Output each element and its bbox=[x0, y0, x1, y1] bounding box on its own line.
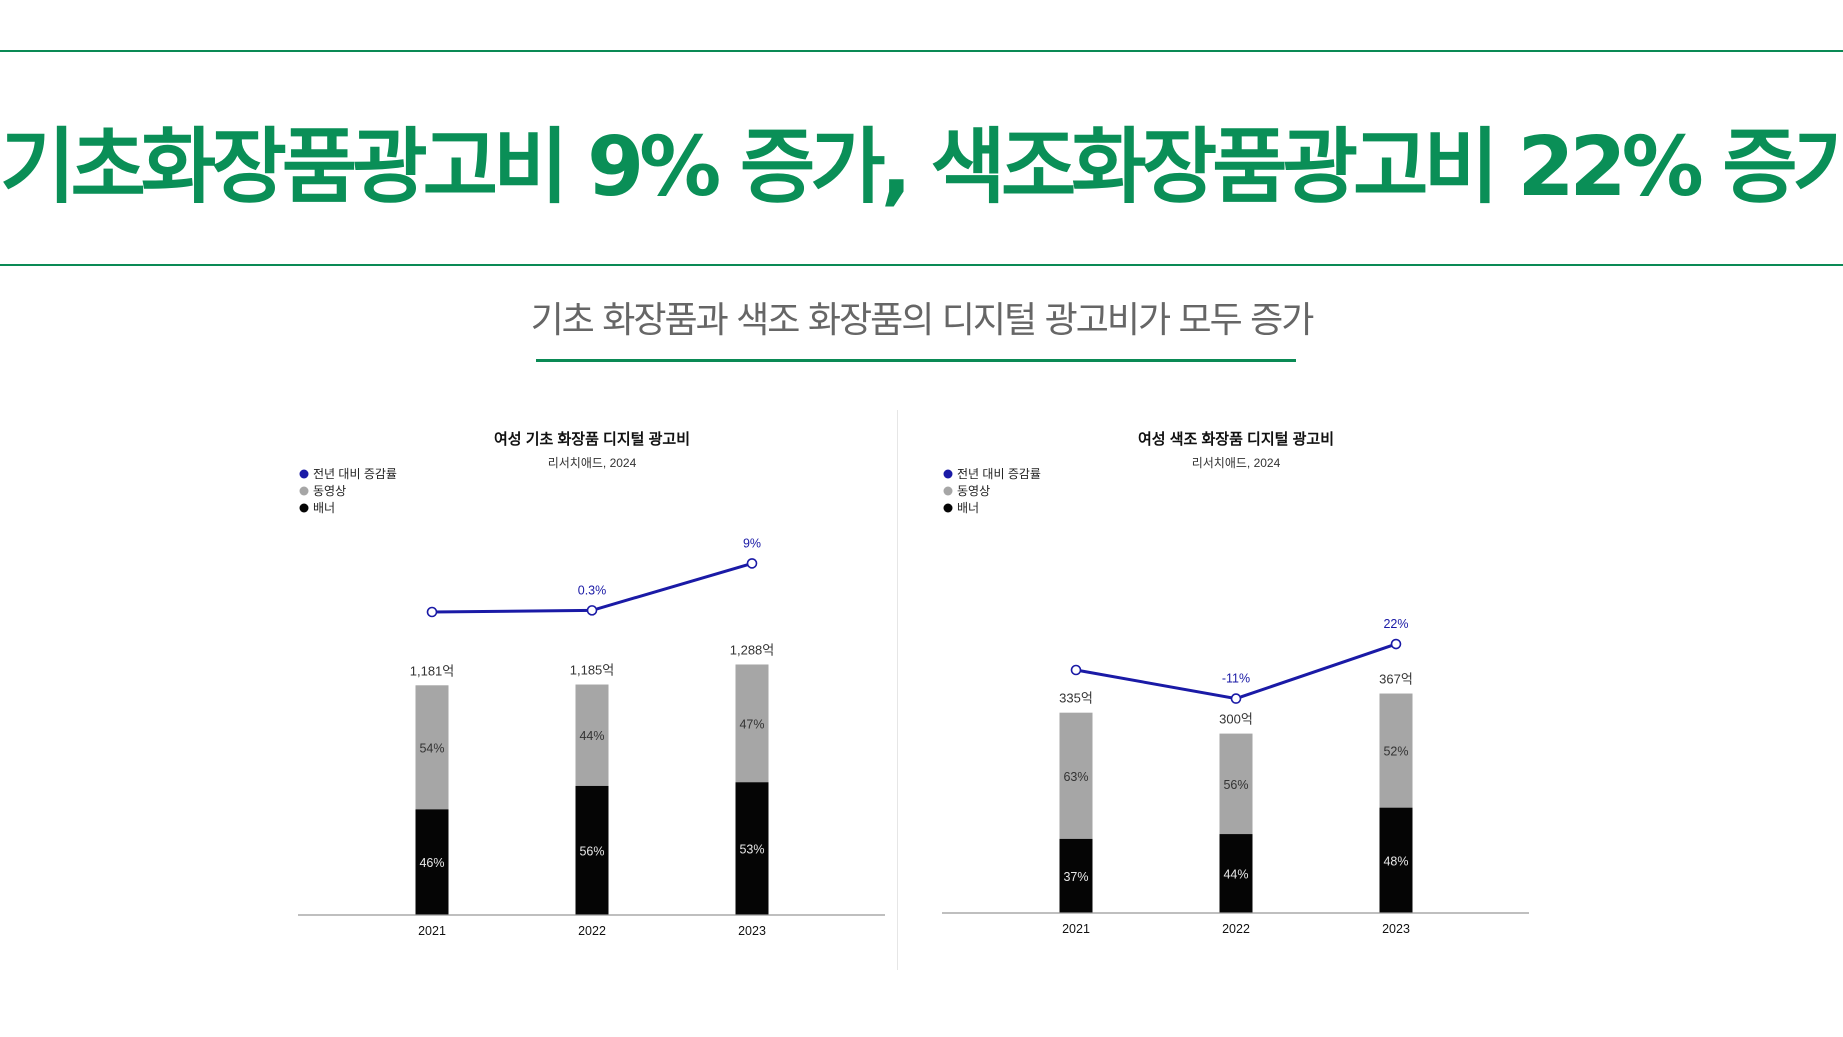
chart-title: 여성 기초 화장품 디지털 광고비 bbox=[494, 430, 690, 448]
yoy-point-2021 bbox=[1070, 664, 1082, 676]
legend-label-2: 배너 bbox=[313, 501, 335, 515]
headline: 기초화장품광고비 9% 증가, 색조화장품광고비 22% 증가 bbox=[0, 120, 1843, 215]
label-video-2021: 63% bbox=[1063, 770, 1088, 784]
label-total-2023: 367억 bbox=[1379, 672, 1413, 687]
x-tick-2022: 2022 bbox=[578, 924, 606, 938]
label-banner-2022: 56% bbox=[579, 844, 604, 858]
bar-banner-2022 bbox=[575, 785, 609, 915]
label-banner-2023: 53% bbox=[739, 843, 764, 857]
label-total-2021: 1,181억 bbox=[410, 663, 455, 678]
label-total-2022: 1,185억 bbox=[570, 663, 615, 678]
label-video-2023: 47% bbox=[739, 717, 764, 731]
label-total-2021: 335억 bbox=[1059, 691, 1093, 706]
label-video-2022: 56% bbox=[1223, 778, 1248, 792]
legend-swatch-2 bbox=[943, 503, 953, 513]
chart-title: 여성 색조 화장품 디지털 광고비 bbox=[1138, 430, 1334, 448]
x-tick-2021: 2021 bbox=[1062, 922, 1090, 936]
headline-bottom-rule bbox=[0, 264, 1843, 266]
bar-banner-2023 bbox=[1379, 807, 1413, 913]
x-tick-2021: 2021 bbox=[418, 924, 446, 938]
bar-video-2023 bbox=[735, 664, 769, 783]
label-total-2023: 1,288억 bbox=[730, 642, 775, 657]
chart-divider bbox=[897, 410, 898, 970]
yoy-label-2022: 0.3% bbox=[578, 583, 607, 597]
yoy-label-2023: 9% bbox=[743, 536, 761, 550]
bar-video-2021 bbox=[1059, 712, 1093, 839]
legend-label-0: 전년 대비 증감률 bbox=[957, 467, 1041, 481]
bar-banner-2023 bbox=[735, 782, 769, 915]
bar-video-2021 bbox=[415, 685, 449, 810]
chart-subtitle: 리서치애드, 2024 bbox=[1192, 456, 1281, 470]
legend-label-2: 배너 bbox=[957, 501, 979, 515]
label-video-2021: 54% bbox=[419, 741, 444, 755]
legend-swatch-1 bbox=[299, 486, 309, 496]
legend-label-1: 동영상 bbox=[313, 484, 346, 498]
yoy-point-2023 bbox=[746, 558, 758, 569]
x-tick-2022: 2022 bbox=[1222, 922, 1250, 936]
bar-banner-2021 bbox=[1059, 838, 1093, 913]
legend-swatch-0 bbox=[299, 469, 309, 479]
label-banner-2022: 44% bbox=[1223, 868, 1248, 882]
bar-video-2023 bbox=[1379, 693, 1413, 808]
yoy-label-2023: 22% bbox=[1383, 617, 1408, 631]
label-banner-2021: 37% bbox=[1063, 870, 1088, 884]
label-video-2023: 52% bbox=[1383, 745, 1408, 759]
x-tick-2023: 2023 bbox=[1382, 922, 1410, 936]
yoy-point-2021 bbox=[426, 606, 438, 618]
subtitle-underline bbox=[536, 359, 1296, 362]
legend-swatch-1 bbox=[943, 486, 953, 496]
yoy-point-2022 bbox=[1230, 693, 1242, 704]
legend-label-0: 전년 대비 증감률 bbox=[313, 467, 397, 481]
label-banner-2023: 48% bbox=[1383, 854, 1408, 868]
label-banner-2021: 46% bbox=[419, 856, 444, 870]
legend-label-1: 동영상 bbox=[957, 484, 990, 498]
bar-video-2022 bbox=[575, 684, 609, 786]
legend-swatch-0 bbox=[943, 469, 953, 479]
subtitle: 기초 화장품과 색조 화장품의 디지털 광고비가 모두 증가 bbox=[530, 300, 1315, 341]
label-video-2022: 44% bbox=[579, 729, 604, 743]
chart-subtitle: 리서치애드, 2024 bbox=[548, 456, 637, 470]
bar-video-2022 bbox=[1219, 733, 1253, 835]
bar-banner-2022 bbox=[1219, 834, 1253, 913]
yoy-point-2023 bbox=[1390, 638, 1402, 650]
top-rule bbox=[0, 50, 1843, 52]
x-tick-2023: 2023 bbox=[738, 924, 766, 938]
legend-swatch-2 bbox=[299, 503, 309, 513]
label-total-2022: 300억 bbox=[1219, 712, 1253, 727]
bar-banner-2021 bbox=[415, 809, 449, 915]
yoy-point-2022 bbox=[586, 605, 598, 616]
yoy-label-2022: -11% bbox=[1222, 672, 1250, 686]
